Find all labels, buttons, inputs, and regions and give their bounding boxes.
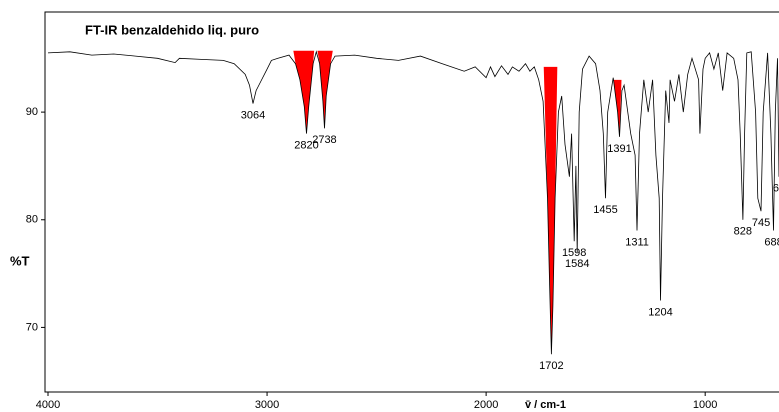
y-tick-label: 80 [26, 214, 38, 226]
peak-label: 1455 [593, 204, 617, 216]
peak-label: 828 [734, 226, 752, 238]
y-tick-label: 90 [26, 106, 38, 118]
plot-frame [44, 11, 779, 393]
y-tick-label: 70 [26, 321, 38, 333]
peak-label: 1391 [607, 143, 631, 155]
peak-label: 1584 [565, 258, 589, 270]
filled-region [293, 50, 315, 134]
chart-title: FT-IR benzaldehido liq. puro [85, 22, 259, 37]
filled-region [543, 66, 558, 355]
peak-label: 2820 [294, 140, 318, 152]
x-tick-label: 2000 [474, 399, 498, 411]
peak-label: 745 [752, 217, 770, 229]
spectrum-line [47, 50, 779, 355]
plot-area [47, 50, 779, 355]
filled-region [317, 50, 333, 129]
x-tick-label: 1000 [693, 399, 717, 411]
y-axis-label: %T [10, 253, 30, 268]
peak-label: 3064 [241, 109, 265, 121]
peak-label: 1204 [648, 306, 672, 318]
peak-label: 1311 [625, 236, 649, 248]
peak-label: 688 [764, 236, 779, 248]
peak-label: 1598 [562, 247, 586, 259]
peak-label: 65 [773, 183, 779, 195]
peak-label: 2738 [312, 134, 336, 146]
x-tick-label: 3000 [255, 399, 279, 411]
x-axis-label: v̄ / cm-1 [525, 399, 566, 411]
peak-label: 1702 [539, 360, 563, 372]
x-tick-label: 4000 [36, 399, 60, 411]
